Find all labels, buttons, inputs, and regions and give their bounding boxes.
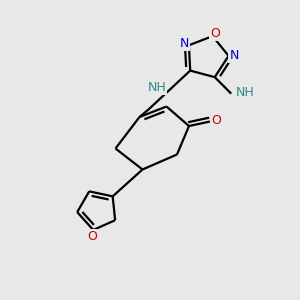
Text: N: N [229,50,239,62]
Text: NH: NH [147,80,166,94]
Text: O: O [87,230,97,243]
Text: N: N [180,37,189,50]
Text: NH: NH [236,86,254,99]
Text: O: O [210,27,220,40]
Text: O: O [211,113,221,127]
